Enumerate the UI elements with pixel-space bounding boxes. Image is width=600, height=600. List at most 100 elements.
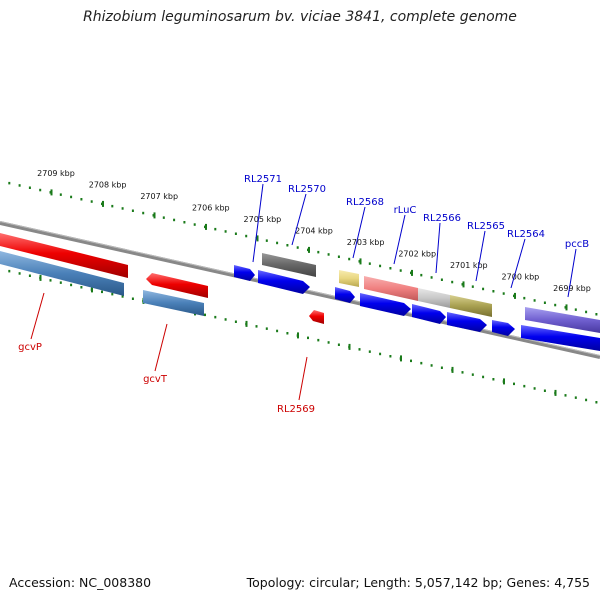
outer-minor-tick <box>595 313 598 316</box>
inner-minor-tick <box>59 281 62 284</box>
outer-major-tick <box>102 200 104 207</box>
inner-minor-tick <box>492 378 495 381</box>
inner-minor-tick <box>224 318 227 321</box>
label-RL2570[interactable]: RL2570 <box>288 184 326 195</box>
gene-RL2570-cog[interactable] <box>262 253 316 277</box>
outer-minor-tick <box>111 204 114 208</box>
outer-minor-tick <box>379 264 382 268</box>
outer-minor-tick <box>18 184 21 187</box>
inner-minor-tick <box>368 350 371 353</box>
inner-major-tick <box>39 274 42 281</box>
outer-minor-tick <box>368 262 371 265</box>
tick-label: 2706 kbp <box>192 204 230 213</box>
label-RL2569[interactable]: RL2569 <box>277 404 315 415</box>
outer-minor-tick <box>440 278 443 281</box>
outer-major-tick <box>205 223 207 230</box>
map-title: Rhizobium leguminosarum bv. viciae 3841,… <box>83 9 517 25</box>
outer-minor-tick <box>59 193 62 196</box>
inner-minor-tick <box>214 315 217 319</box>
label-gcvT[interactable]: gcvT <box>143 374 168 385</box>
label-RL2568[interactable]: RL2568 <box>346 197 384 208</box>
tick-labels: 2709 kbp 2708 kbp 2707 kbp 2706 kbp 2705 kbp… <box>37 169 591 293</box>
inner-minor-tick <box>430 364 433 367</box>
inner-minor-tick <box>440 366 443 369</box>
gene-RL2566[interactable] <box>412 304 446 324</box>
outer-major-tick <box>359 258 362 265</box>
outer-minor-tick <box>8 181 11 185</box>
outer-minor-tick <box>131 209 134 212</box>
gene-gcvP[interactable] <box>0 233 128 278</box>
outer-minor-tick <box>214 227 217 231</box>
inner-minor-tick <box>234 320 237 323</box>
inner-minor-tick <box>533 387 536 390</box>
gene-gcvP-cog[interactable] <box>0 251 124 296</box>
tick-label: 2708 kbp <box>89 181 127 190</box>
inner-minor-tick <box>358 348 361 351</box>
inner-minor-tick <box>276 329 279 333</box>
outer-minor-tick <box>523 296 526 300</box>
tick-label: 2700 kbp <box>502 273 540 282</box>
tick-label: 2705 kbp <box>244 215 282 224</box>
inner-minor-tick <box>595 401 598 404</box>
gene-gcvT[interactable] <box>146 273 208 298</box>
label-rLuC[interactable]: rLuC <box>394 205 417 216</box>
label-RL2564[interactable]: RL2564 <box>507 229 545 240</box>
inner-minor-tick <box>574 396 577 399</box>
outer-minor-tick <box>471 285 474 288</box>
reverse-features <box>0 233 324 324</box>
tick-label: 2709 kbp <box>37 169 75 178</box>
inner-minor-tick <box>111 292 114 296</box>
outer-minor-tick <box>245 234 248 238</box>
gene-RL2565[interactable] <box>447 312 487 332</box>
label-RL2565[interactable]: RL2565 <box>467 221 505 232</box>
label-RL2571[interactable]: RL2571 <box>244 174 282 185</box>
inner-major-tick <box>451 366 454 373</box>
inner-minor-tick <box>471 373 474 376</box>
inner-minor-tick <box>265 327 268 330</box>
label-RL2566[interactable]: RL2566 <box>423 213 461 224</box>
inner-minor-tick <box>379 352 382 356</box>
gene-rLuC[interactable] <box>360 293 411 316</box>
gene-RL2568-cog[interactable] <box>339 270 359 287</box>
gene-RL2564[interactable] <box>492 320 515 336</box>
outer-minor-tick <box>585 310 588 314</box>
tick-label: 2699 kbp <box>553 284 591 293</box>
tick-label: 2707 kbp <box>140 192 178 201</box>
outer-minor-tick <box>224 230 227 233</box>
gene-RL2566-cog[interactable] <box>450 295 492 317</box>
outer-minor-tick <box>193 223 196 226</box>
outer-minor-tick <box>348 257 351 261</box>
gene-gcvT-cog[interactable] <box>143 290 204 316</box>
tick-label: 2701 kbp <box>450 261 488 270</box>
tick-label: 2704 kbp <box>295 227 333 236</box>
inner-minor-tick <box>131 297 134 300</box>
label-gcvP[interactable]: gcvP <box>18 342 42 353</box>
gene-RL2570[interactable] <box>258 270 310 294</box>
outer-minor-tick <box>183 221 186 224</box>
gene-pccB-cog[interactable] <box>525 307 600 333</box>
outer-minor-tick <box>173 218 176 222</box>
outer-major-tick <box>153 212 156 219</box>
inner-major-tick <box>245 320 248 327</box>
gene-RL2571[interactable] <box>234 265 255 281</box>
inner-minor-tick <box>564 394 567 397</box>
gene-rLuC-cog2[interactable] <box>418 288 450 308</box>
outer-minor-tick <box>543 301 546 304</box>
outer-minor-tick <box>317 250 320 254</box>
outer-minor-tick <box>337 255 340 258</box>
gene-RL2568[interactable] <box>335 287 355 303</box>
inner-major-tick <box>91 286 93 293</box>
inner-major-tick <box>348 343 351 350</box>
label-pccB[interactable]: pccB <box>565 239 589 250</box>
outer-minor-tick <box>492 290 495 293</box>
inner-minor-tick <box>585 398 588 402</box>
inner-minor-tick <box>101 290 103 294</box>
inner-major-tick <box>400 355 402 362</box>
inner-minor-tick <box>420 361 423 365</box>
gene-pccB[interactable] <box>521 325 600 351</box>
gene-RL2569[interactable] <box>309 310 324 324</box>
inner-minor-tick <box>482 375 485 379</box>
outer-minor-tick <box>482 287 485 291</box>
inner-minor-tick <box>28 274 31 277</box>
gene-rLuC-cog[interactable] <box>364 276 418 301</box>
